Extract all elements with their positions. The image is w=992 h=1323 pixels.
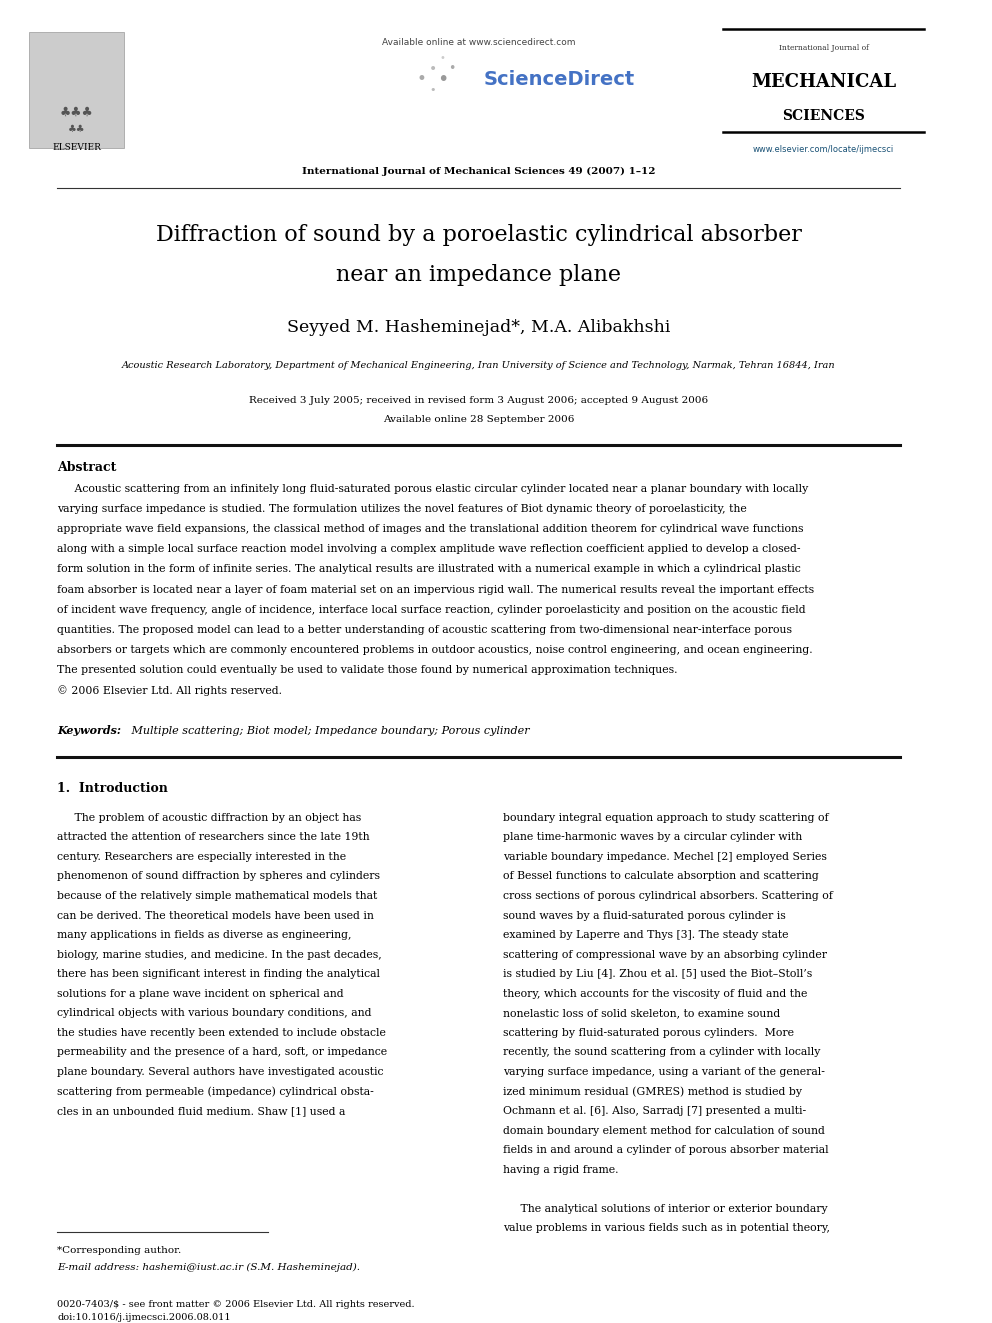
Text: permeability and the presence of a hard, soft, or impedance: permeability and the presence of a hard,…: [58, 1048, 388, 1057]
Text: MECHANICAL: MECHANICAL: [751, 73, 896, 91]
Text: E-mail address: hashemi@iust.ac.ir (S.M. Hasheminejad).: E-mail address: hashemi@iust.ac.ir (S.M.…: [58, 1263, 360, 1273]
Text: International Journal of: International Journal of: [779, 44, 868, 52]
Text: Available online 28 September 2006: Available online 28 September 2006: [383, 415, 574, 425]
Text: cles in an unbounded fluid medium. Shaw [1] used a: cles in an unbounded fluid medium. Shaw …: [58, 1106, 346, 1117]
Text: ScienceDirect: ScienceDirect: [483, 70, 635, 89]
Text: foam absorber is located near a layer of foam material set on an impervious rigi: foam absorber is located near a layer of…: [58, 585, 814, 594]
Text: ELSEVIER: ELSEVIER: [53, 143, 101, 152]
Text: along with a simple local surface reaction model involving a complex amplitude w: along with a simple local surface reacti…: [58, 544, 801, 554]
Text: variable boundary impedance. Mechel [2] employed Series: variable boundary impedance. Mechel [2] …: [503, 852, 826, 861]
Text: scattering from permeable (impedance) cylindrical obsta-: scattering from permeable (impedance) cy…: [58, 1086, 374, 1097]
Text: Available online at www.sciencedirect.com: Available online at www.sciencedirect.co…: [382, 38, 575, 46]
Text: SCIENCES: SCIENCES: [782, 110, 865, 123]
Text: •: •: [448, 62, 455, 75]
Text: varying surface impedance, using a variant of the general-: varying surface impedance, using a varia…: [503, 1066, 824, 1077]
Text: cylindrical objects with various boundary conditions, and: cylindrical objects with various boundar…: [58, 1008, 372, 1019]
Text: sound waves by a fluid-saturated porous cylinder is: sound waves by a fluid-saturated porous …: [503, 910, 786, 921]
Text: *Corresponding author.: *Corresponding author.: [58, 1246, 182, 1256]
Text: is studied by Liu [4]. Zhou et al. [5] used the Biot–Stoll’s: is studied by Liu [4]. Zhou et al. [5] u…: [503, 970, 812, 979]
Text: appropriate wave field expansions, the classical method of images and the transl: appropriate wave field expansions, the c…: [58, 524, 804, 534]
Text: form solution in the form of infinite series. The analytical results are illustr: form solution in the form of infinite se…: [58, 565, 802, 574]
Text: The analytical solutions of interior or exterior boundary: The analytical solutions of interior or …: [503, 1204, 827, 1213]
Text: Keywords:: Keywords:: [58, 725, 121, 736]
Text: Received 3 July 2005; received in revised form 3 August 2006; accepted 9 August : Received 3 July 2005; received in revise…: [249, 396, 708, 405]
Text: of Bessel functions to calculate absorption and scattering: of Bessel functions to calculate absorpt…: [503, 872, 818, 881]
Text: •: •: [417, 70, 427, 89]
Text: plane time-harmonic waves by a circular cylinder with: plane time-harmonic waves by a circular …: [503, 832, 802, 843]
Text: near an impedance plane: near an impedance plane: [336, 263, 621, 286]
Text: theory, which accounts for the viscosity of fluid and the: theory, which accounts for the viscosity…: [503, 988, 807, 999]
Text: Seyyed M. Hasheminejad*, M.A. Alibakhshi: Seyyed M. Hasheminejad*, M.A. Alibakhshi: [287, 319, 671, 336]
Text: Diffraction of sound by a poroelastic cylindrical absorber: Diffraction of sound by a poroelastic cy…: [156, 224, 802, 246]
Text: having a rigid frame.: having a rigid frame.: [503, 1164, 618, 1175]
Text: International Journal of Mechanical Sciences 49 (2007) 1–12: International Journal of Mechanical Scie…: [302, 167, 656, 176]
Text: can be derived. The theoretical models have been used in: can be derived. The theoretical models h…: [58, 910, 374, 921]
Text: quantities. The proposed model can lead to a better understanding of acoustic sc: quantities. The proposed model can lead …: [58, 624, 793, 635]
Text: •: •: [439, 53, 445, 64]
Text: Multiple scattering; Biot model; Impedance boundary; Porous cylinder: Multiple scattering; Biot model; Impedan…: [128, 725, 530, 736]
Text: attracted the attention of researchers since the late 19th: attracted the attention of researchers s…: [58, 832, 370, 843]
Text: 0020-7403/$ - see front matter © 2006 Elsevier Ltd. All rights reserved.: 0020-7403/$ - see front matter © 2006 El…: [58, 1301, 415, 1310]
Text: scattering by fluid-saturated porous cylinders.  More: scattering by fluid-saturated porous cyl…: [503, 1028, 794, 1037]
Text: © 2006 Elsevier Ltd. All rights reserved.: © 2006 Elsevier Ltd. All rights reserved…: [58, 685, 283, 696]
Text: doi:10.1016/j.ijmecsci.2006.08.011: doi:10.1016/j.ijmecsci.2006.08.011: [58, 1314, 231, 1323]
Text: phenomenon of sound diffraction by spheres and cylinders: phenomenon of sound diffraction by spher…: [58, 872, 381, 881]
Text: ized minimum residual (GMRES) method is studied by: ized minimum residual (GMRES) method is …: [503, 1086, 802, 1097]
FancyBboxPatch shape: [29, 32, 124, 148]
Text: nonelastic loss of solid skeleton, to examine sound: nonelastic loss of solid skeleton, to ex…: [503, 1008, 780, 1019]
Text: examined by Laperre and Thys [3]. The steady state: examined by Laperre and Thys [3]. The st…: [503, 930, 789, 941]
Text: century. Researchers are especially interested in the: century. Researchers are especially inte…: [58, 852, 346, 861]
Text: solutions for a plane wave incident on spherical and: solutions for a plane wave incident on s…: [58, 988, 344, 999]
Text: Acoustic scattering from an infinitely long fluid-saturated porous elastic circu: Acoustic scattering from an infinitely l…: [58, 484, 808, 493]
Text: •: •: [436, 70, 448, 89]
Text: 1.  Introduction: 1. Introduction: [58, 782, 169, 795]
Text: of incident wave frequency, angle of incidence, interface local surface reaction: of incident wave frequency, angle of inc…: [58, 605, 806, 615]
Text: there has been significant interest in finding the analytical: there has been significant interest in f…: [58, 970, 381, 979]
Text: domain boundary element method for calculation of sound: domain boundary element method for calcu…: [503, 1126, 824, 1135]
Text: ♣♣♣: ♣♣♣: [60, 106, 93, 119]
Text: cross sections of porous cylindrical absorbers. Scattering of: cross sections of porous cylindrical abs…: [503, 890, 832, 901]
Text: varying surface impedance is studied. The formulation utilizes the novel feature: varying surface impedance is studied. Th…: [58, 504, 747, 513]
Text: absorbers or targets which are commonly encountered problems in outdoor acoustic: absorbers or targets which are commonly …: [58, 646, 813, 655]
Text: value problems in various fields such as in potential theory,: value problems in various fields such as…: [503, 1224, 829, 1233]
Text: the studies have recently been extended to include obstacle: the studies have recently been extended …: [58, 1028, 386, 1037]
Text: scattering of compressional wave by an absorbing cylinder: scattering of compressional wave by an a…: [503, 950, 826, 959]
Text: biology, marine studies, and medicine. In the past decades,: biology, marine studies, and medicine. I…: [58, 950, 382, 959]
Text: www.elsevier.com/locate/ijmecsci: www.elsevier.com/locate/ijmecsci: [753, 144, 894, 153]
Text: fields in and around a cylinder of porous absorber material: fields in and around a cylinder of porou…: [503, 1144, 828, 1155]
Text: Ochmann et al. [6]. Also, Sarradj [7] presented a multi-: Ochmann et al. [6]. Also, Sarradj [7] pr…: [503, 1106, 806, 1117]
Text: The presented solution could eventually be used to validate those found by numer: The presented solution could eventually …: [58, 665, 678, 676]
Text: Acoustic Research Laboratory, Department of Mechanical Engineering, Iran Univers: Acoustic Research Laboratory, Department…: [122, 361, 835, 370]
Text: Abstract: Abstract: [58, 460, 117, 474]
Text: ♣♣: ♣♣: [67, 124, 85, 135]
Text: because of the relatively simple mathematical models that: because of the relatively simple mathema…: [58, 890, 378, 901]
Text: boundary integral equation approach to study scattering of: boundary integral equation approach to s…: [503, 812, 828, 823]
Text: recently, the sound scattering from a cylinder with locally: recently, the sound scattering from a cy…: [503, 1048, 820, 1057]
Text: The problem of acoustic diffraction by an object has: The problem of acoustic diffraction by a…: [58, 812, 362, 823]
Text: •: •: [430, 85, 436, 95]
Text: many applications in fields as diverse as engineering,: many applications in fields as diverse a…: [58, 930, 352, 941]
Text: •: •: [429, 62, 436, 75]
Text: plane boundary. Several authors have investigated acoustic: plane boundary. Several authors have inv…: [58, 1066, 384, 1077]
